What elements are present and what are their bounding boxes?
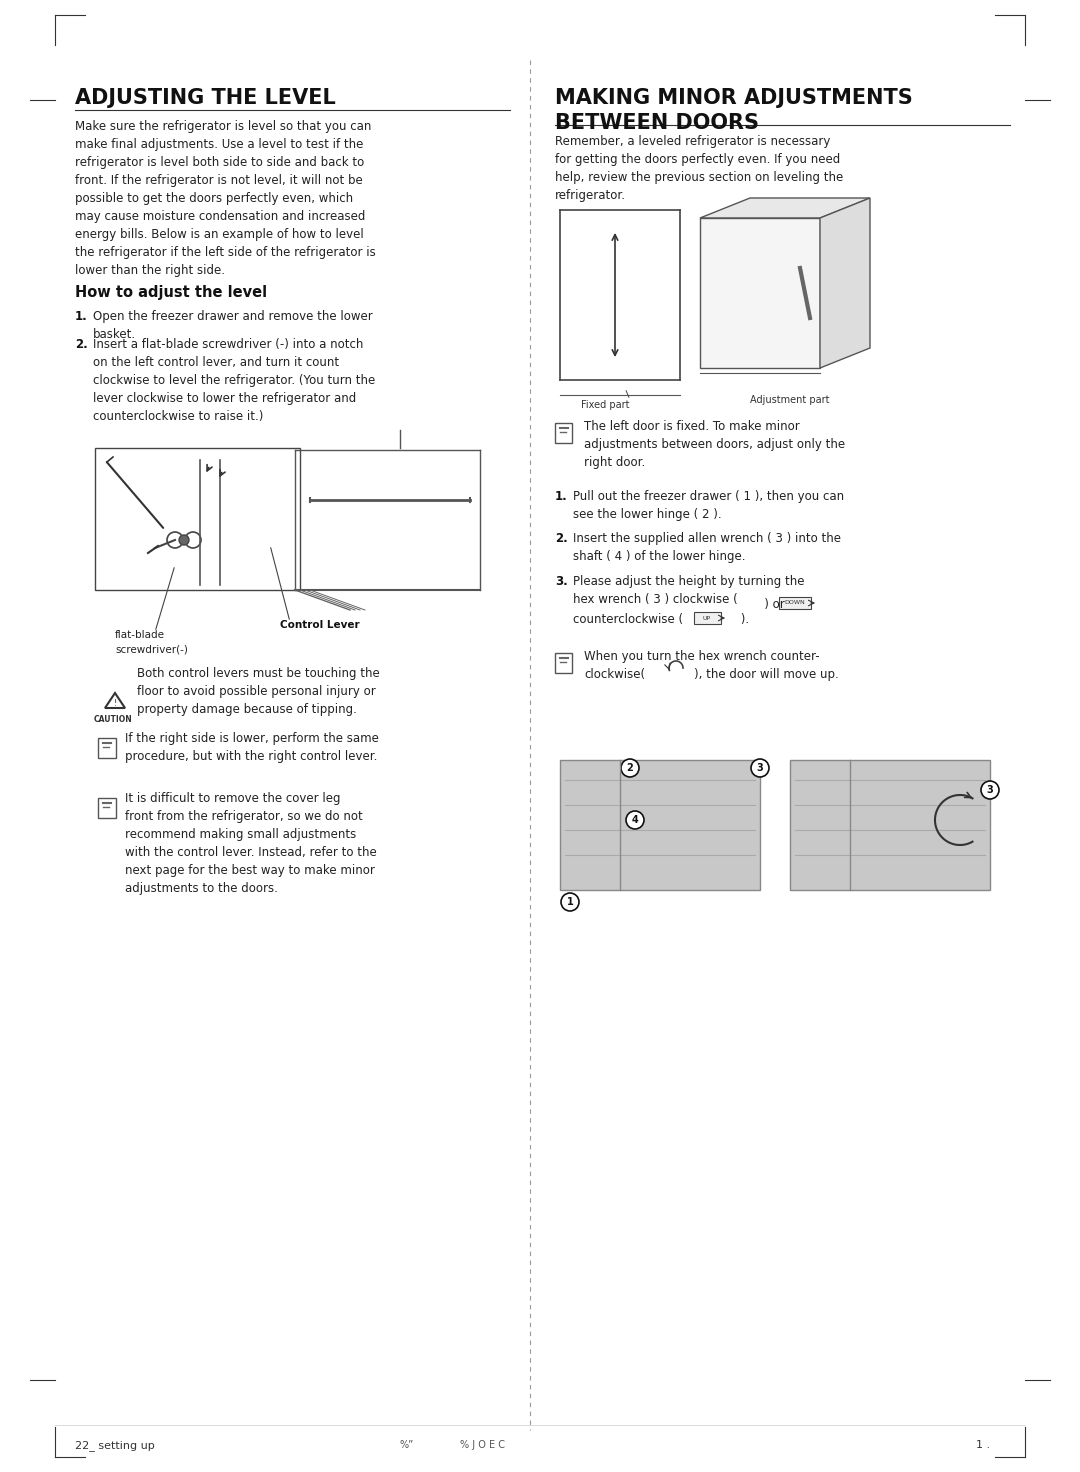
Text: % J O E C: % J O E C	[460, 1440, 505, 1450]
FancyBboxPatch shape	[555, 654, 572, 673]
Text: 3: 3	[987, 785, 994, 795]
Text: !: !	[113, 699, 117, 708]
FancyBboxPatch shape	[779, 598, 811, 609]
FancyBboxPatch shape	[98, 737, 116, 758]
Text: CAUTION: CAUTION	[94, 715, 133, 724]
FancyBboxPatch shape	[555, 422, 572, 443]
Text: Insert the supplied allen wrench ( 3 ) into the
shaft ( 4 ) of the lower hinge.: Insert the supplied allen wrench ( 3 ) i…	[573, 531, 841, 562]
Bar	[561, 760, 760, 891]
Text: 22_ setting up: 22_ setting up	[75, 1440, 154, 1451]
Text: ), the door will move up.: ), the door will move up.	[694, 668, 839, 682]
Text: ) or: ) or	[573, 598, 785, 611]
Text: 1.: 1.	[75, 311, 87, 322]
Text: ADJUSTING THE LEVEL: ADJUSTING THE LEVEL	[75, 88, 336, 107]
Text: Fixed part: Fixed part	[581, 400, 630, 411]
Text: counterclockwise (: counterclockwise (	[573, 612, 687, 626]
Text: 4: 4	[632, 815, 638, 824]
Circle shape	[981, 782, 999, 799]
Text: How to adjust the level: How to adjust the level	[75, 286, 267, 300]
Circle shape	[751, 760, 769, 777]
Text: Make sure the refrigerator is level so that you can
make final adjustments. Use : Make sure the refrigerator is level so t…	[75, 121, 376, 277]
Text: UP: UP	[703, 615, 711, 621]
Text: 1 .: 1 .	[976, 1440, 990, 1450]
Bar	[789, 760, 990, 891]
Text: If the right side is lower, perform the same
procedure, but with the right contr: If the right side is lower, perform the …	[125, 732, 379, 762]
Text: Insert a flat-blade screwdriver (-) into a notch
on the left control lever, and : Insert a flat-blade screwdriver (-) into…	[93, 339, 375, 422]
Text: flat-blade
screwdriver(-): flat-blade screwdriver(-)	[114, 630, 188, 654]
Text: Please adjust the height by turning the
hex wrench ( 3 ) clockwise (: Please adjust the height by turning the …	[573, 576, 805, 606]
Text: Remember, a leveled refrigerator is necessary
for getting the doors perfectly ev: Remember, a leveled refrigerator is nece…	[555, 135, 843, 202]
FancyBboxPatch shape	[98, 798, 116, 818]
Text: 3.: 3.	[555, 576, 568, 587]
Text: Both control levers must be touching the
floor to avoid possible personal injury: Both control levers must be touching the…	[137, 667, 380, 715]
Circle shape	[179, 534, 189, 545]
Text: Open the freezer drawer and remove the lower
basket.: Open the freezer drawer and remove the l…	[93, 311, 373, 342]
Text: 2.: 2.	[75, 339, 87, 350]
Polygon shape	[700, 199, 870, 218]
Text: 1: 1	[567, 896, 573, 907]
Text: MAKING MINOR ADJUSTMENTS
BETWEEN DOORS: MAKING MINOR ADJUSTMENTS BETWEEN DOORS	[555, 88, 913, 132]
Text: It is difficult to remove the cover leg
front from the refrigerator, so we do no: It is difficult to remove the cover leg …	[125, 792, 377, 895]
Text: 2: 2	[626, 762, 633, 773]
Text: Control Lever: Control Lever	[280, 620, 360, 630]
FancyBboxPatch shape	[694, 612, 721, 624]
Text: 3: 3	[757, 762, 764, 773]
Text: Adjustment part: Adjustment part	[751, 394, 829, 405]
Circle shape	[561, 894, 579, 911]
Text: ).: ).	[737, 612, 750, 626]
Text: Pull out the freezer drawer ( 1 ), then you can
see the lower hinge ( 2 ).: Pull out the freezer drawer ( 1 ), then …	[573, 490, 845, 521]
Text: 2.: 2.	[555, 531, 568, 545]
FancyBboxPatch shape	[95, 447, 300, 590]
Circle shape	[621, 760, 639, 777]
Polygon shape	[700, 218, 820, 368]
Text: %”: %”	[400, 1440, 415, 1450]
Text: DOWN: DOWN	[785, 601, 806, 605]
Text: The left door is fixed. To make minor
adjustments between doors, adjust only the: The left door is fixed. To make minor ad…	[584, 420, 846, 470]
Circle shape	[626, 811, 644, 829]
Text: 1.: 1.	[555, 490, 568, 503]
Text: When you turn the hex wrench counter-
clockwise(: When you turn the hex wrench counter- cl…	[584, 651, 820, 682]
Polygon shape	[820, 199, 870, 368]
